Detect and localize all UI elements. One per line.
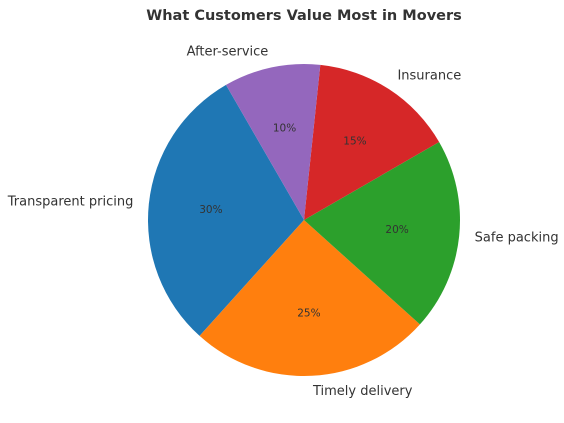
slice-label-after-service: After-service bbox=[187, 45, 269, 60]
slice-label-timely-delivery: Timely delivery bbox=[312, 384, 413, 399]
pie-slice-after-service bbox=[226, 63, 321, 221]
slice-percent-safe-packing: 20% bbox=[385, 224, 408, 236]
slice-percent-transparent-pricing: 30% bbox=[199, 204, 222, 216]
slice-percent-insurance: 15% bbox=[343, 136, 366, 148]
slice-label-safe-packing: Safe packing bbox=[475, 230, 559, 245]
pie-slice-safe-packing bbox=[304, 142, 460, 325]
pie-slice-transparent-pricing bbox=[148, 84, 304, 336]
chart-title: What Customers Value Most in Movers bbox=[146, 8, 462, 24]
slice-percent-timely-delivery: 25% bbox=[297, 307, 320, 319]
pie-slice-insurance bbox=[304, 64, 440, 220]
pie-labels: Transparent pricing 30% Timely delivery 25%… bbox=[7, 45, 559, 399]
slice-percent-after-service: 10% bbox=[273, 122, 296, 134]
slice-label-insurance: Insurance bbox=[397, 69, 461, 84]
slice-label-transparent-pricing: Transparent pricing bbox=[7, 195, 134, 210]
pie-slice-timely-delivery bbox=[199, 220, 420, 376]
pie-slices bbox=[148, 63, 460, 376]
